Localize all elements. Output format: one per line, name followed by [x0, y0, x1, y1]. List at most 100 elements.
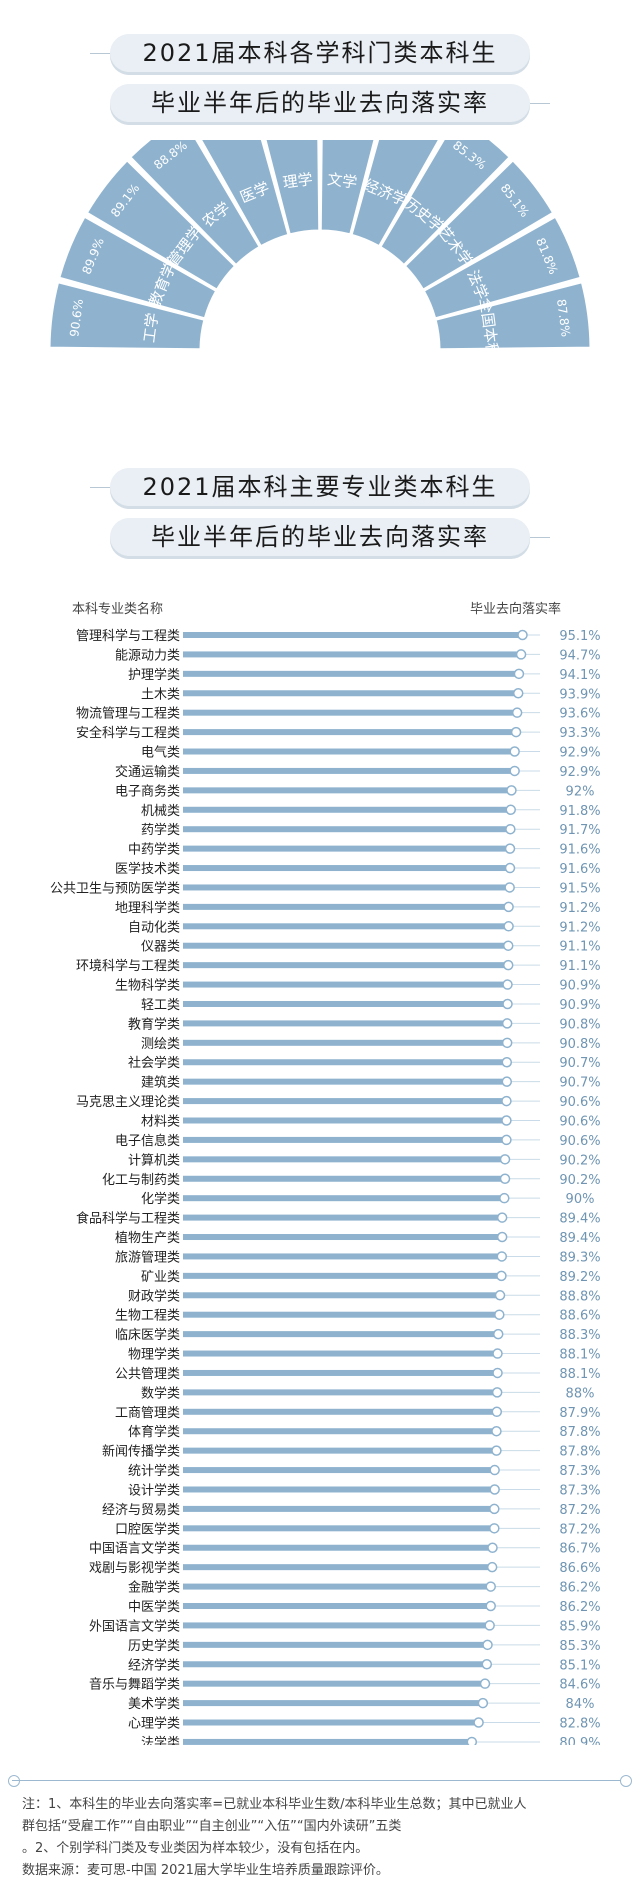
bar-end-marker	[502, 959, 514, 971]
value-label: 89.2%	[559, 1270, 600, 1285]
category-label: 体育学类	[128, 1424, 180, 1440]
title-line-right-2	[530, 537, 550, 538]
footnote-line-2: 群包括“受雇工作”“自由职业”“自主创业”“入伍”“国内外读研”五类	[22, 1819, 402, 1834]
top-title-line2: 毕业半年后的毕业去向落实率	[151, 89, 489, 117]
fan-segment	[423, 216, 581, 319]
bar	[183, 1428, 497, 1435]
bar-end-marker	[499, 1192, 510, 1204]
value-label: 90.8%	[559, 1037, 600, 1052]
bar-end-marker	[496, 1212, 508, 1223]
category-label: 食品科学与工程类	[76, 1211, 180, 1227]
bar	[183, 1078, 507, 1085]
fan-segment	[49, 282, 205, 350]
name-column-header: 本科专业类名称	[72, 602, 164, 617]
category-label: 电子商务类	[115, 783, 180, 799]
bar-end-marker	[504, 843, 516, 854]
bar-end-marker	[509, 746, 520, 757]
bar-end-marker	[517, 629, 528, 641]
category-label: 仪器类	[141, 940, 180, 955]
bar	[183, 1292, 501, 1299]
category-label: 公共卫生与预防医学类	[50, 880, 180, 896]
category-label: 安全科学与工程类	[76, 725, 180, 741]
value-label: 90.2%	[559, 1153, 600, 1168]
bar	[183, 1234, 503, 1241]
bar	[183, 748, 515, 755]
bar	[183, 1603, 491, 1609]
value-label: 88%	[566, 1386, 595, 1401]
bar-end-marker	[506, 785, 517, 796]
category-label: 电气类	[141, 745, 180, 761]
value-label: 88.1%	[559, 1348, 600, 1363]
bar	[183, 1544, 493, 1551]
value-label: 95.1%	[559, 629, 600, 644]
bar	[183, 1059, 507, 1066]
bar-end-marker	[491, 1406, 503, 1418]
category-label: 环境科学与工程类	[76, 958, 180, 974]
bar-end-marker	[510, 726, 522, 738]
bar	[183, 1641, 488, 1648]
value-label: 92%	[566, 784, 595, 799]
value-label: 91.7%	[559, 823, 600, 838]
category-label: 药学类	[141, 822, 180, 838]
value-label: 85.1%	[559, 1658, 600, 1673]
bar-end-marker	[492, 1328, 504, 1340]
fan-segment	[435, 282, 591, 350]
category-label: 历史学类	[128, 1638, 180, 1654]
footnote-line-3: 。2、个别学科门类及专业类因为样本较少，没有包括在内。	[22, 1841, 369, 1856]
bar	[183, 1408, 497, 1415]
value-label: 90%	[566, 1192, 595, 1207]
category-label: 工商管理类	[115, 1406, 180, 1421]
value-label: 90.9%	[559, 979, 600, 994]
fan-segment	[320, 140, 375, 235]
fan-category-label: 工学	[140, 312, 162, 344]
bar-end-marker	[501, 1056, 513, 1068]
category-label: 金融学类	[128, 1580, 180, 1596]
bottom-title-pill-1: 2021届本科主要专业类本科生	[110, 468, 530, 506]
category-label: 化学类	[141, 1191, 180, 1207]
bar	[183, 1350, 498, 1357]
category-label: 自动化类	[128, 920, 180, 935]
bar-end-marker	[482, 1639, 493, 1651]
bar-end-marker	[504, 882, 515, 893]
bar	[183, 1738, 472, 1745]
bar	[183, 767, 515, 774]
title-line-left	[90, 53, 110, 54]
category-label: 设计学类	[128, 1482, 180, 1498]
value-label: 86.7%	[559, 1542, 600, 1557]
category-label: 教育学类	[128, 1016, 180, 1032]
category-label: 新闻传播学类	[102, 1444, 180, 1460]
category-label: 材料类	[141, 1115, 180, 1130]
bar	[183, 845, 511, 852]
bar-end-marker	[489, 1464, 500, 1476]
footnote-dot-right	[620, 1775, 632, 1787]
category-label: 生物科学类	[115, 978, 180, 994]
value-label: 93.9%	[559, 687, 600, 702]
bar-end-marker	[502, 998, 513, 1010]
bar	[183, 1369, 498, 1376]
bar	[183, 1195, 505, 1202]
value-label: 85.9%	[559, 1619, 600, 1634]
footnote-dot-left	[8, 1775, 20, 1787]
category-label: 物理学类	[128, 1347, 180, 1363]
bar-end-marker	[489, 1523, 500, 1534]
bar	[183, 1253, 502, 1260]
bar	[183, 709, 518, 716]
value-label: 84.6%	[559, 1678, 600, 1693]
value-label: 87.2%	[559, 1522, 600, 1537]
bar	[183, 1000, 508, 1007]
bar-end-marker	[484, 1620, 495, 1631]
bar-end-marker	[494, 1290, 506, 1301]
category-label: 临床医学类	[115, 1327, 180, 1343]
category-label: 物流管理与工程类	[76, 707, 180, 722]
bar-end-marker	[466, 1736, 478, 1745]
bar-end-marker	[512, 688, 524, 699]
title-line-right	[530, 103, 550, 104]
bar	[183, 1098, 507, 1105]
value-label: 90.7%	[559, 1076, 600, 1091]
bar-end-marker	[499, 1173, 511, 1185]
value-label: 90.6%	[559, 1115, 600, 1130]
bottom-title-pill-2: 毕业半年后的毕业去向落实率	[110, 518, 530, 556]
value-label: 87.2%	[559, 1503, 600, 1518]
value-label: 90.6%	[559, 1095, 600, 1110]
category-label: 化工与制药类	[102, 1173, 180, 1188]
